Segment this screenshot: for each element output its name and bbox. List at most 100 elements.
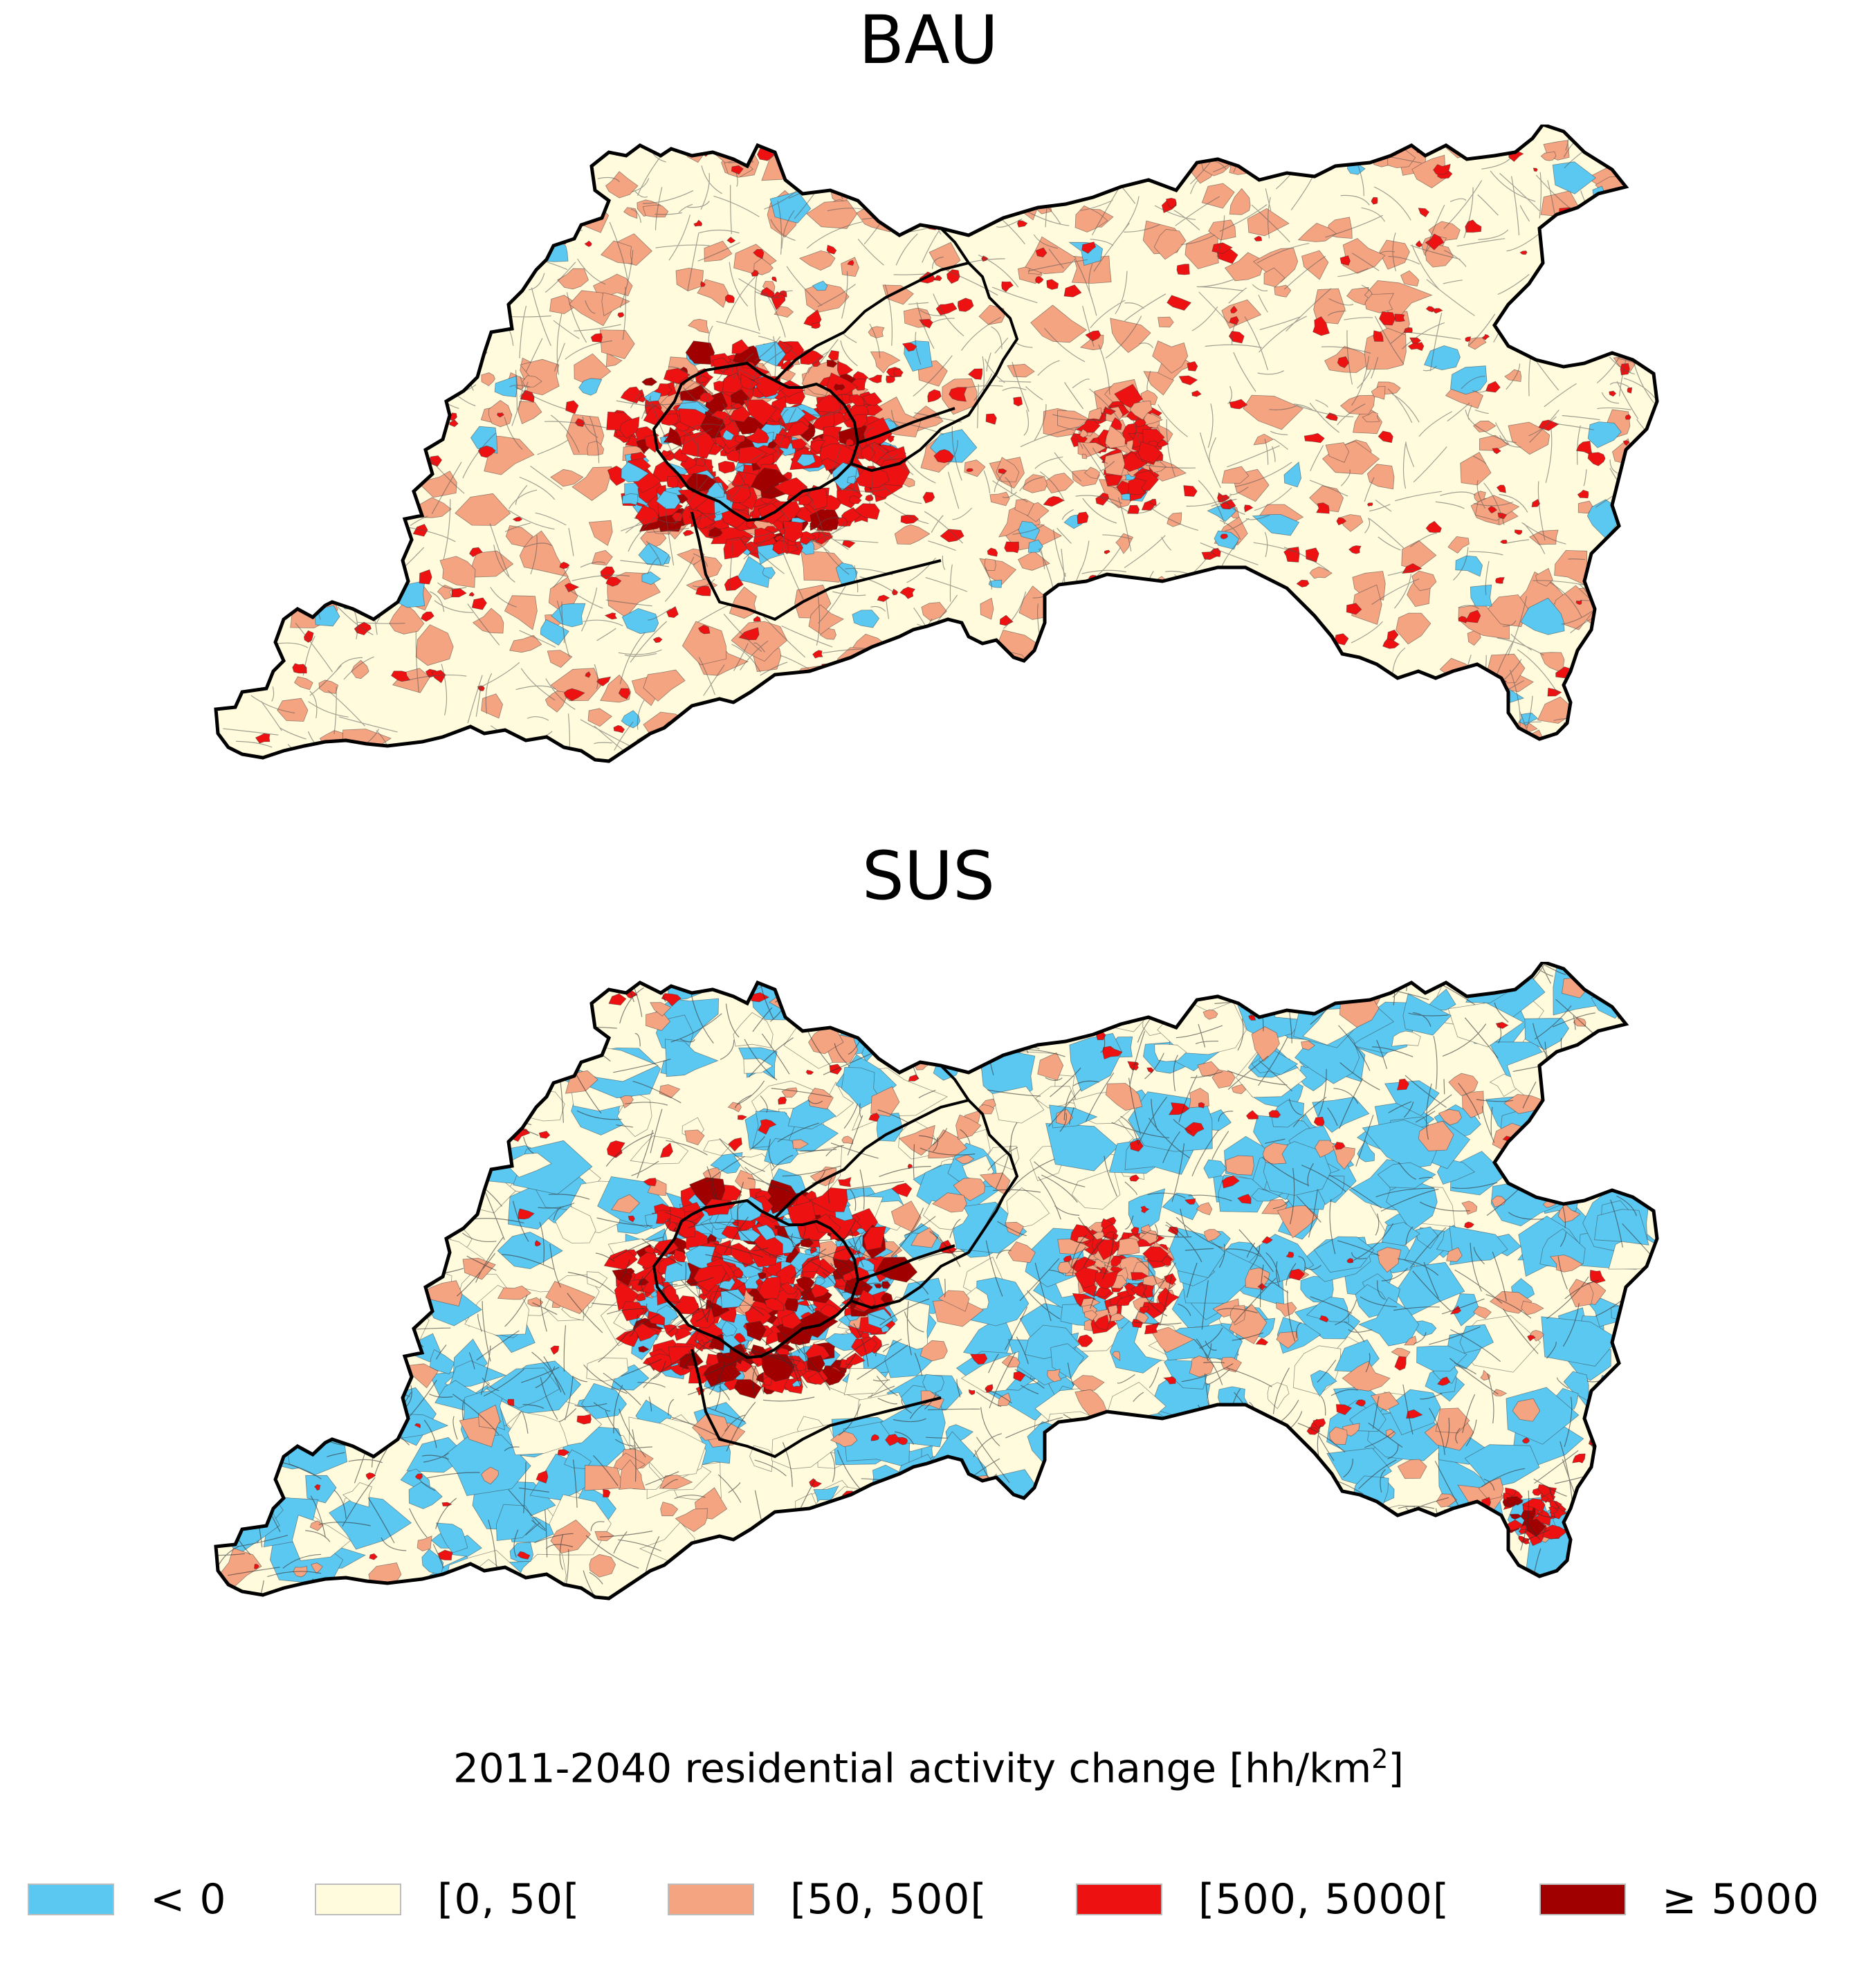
municipality-border [1413, 1012, 1431, 1027]
municipality-border [1620, 577, 1647, 588]
municipality-border [1544, 383, 1577, 408]
municipality-border [1607, 1463, 1626, 1509]
patch-50-500 [894, 524, 931, 545]
patch-region [259, 989, 311, 1028]
municipality-border [478, 662, 520, 688]
patch-500-5000 [600, 566, 615, 580]
municipality-border [446, 207, 466, 214]
municipality-border [291, 1387, 304, 1412]
municipality-border [670, 1013, 722, 1043]
municipality-border [1526, 695, 1533, 729]
municipality-border [991, 326, 1003, 349]
patch-50-500 [1344, 969, 1365, 987]
patch-50-500 [452, 248, 509, 284]
legend-item-500-5000: [500, 5000[ [1076, 1872, 1449, 1927]
municipality-border [619, 250, 634, 309]
municipality-border [681, 1335, 717, 1371]
municipality-border [1124, 293, 1167, 322]
patch-brussels [824, 1332, 859, 1351]
municipality-border [1549, 581, 1582, 618]
patch-50-500 [692, 1413, 729, 1441]
municipality-border [1499, 435, 1521, 448]
municipality-border [595, 1252, 615, 1262]
municipality-border [738, 369, 762, 385]
patch-50-500 [1202, 1009, 1218, 1020]
patch-50-500 [998, 1392, 1012, 1407]
municipality-border [1642, 1528, 1657, 1550]
patch-region [349, 965, 432, 1018]
municipality-border [540, 1297, 547, 1332]
patch-brussels [833, 383, 845, 391]
municipality-border [989, 648, 996, 700]
municipality-border [356, 240, 375, 255]
patch-50-500 [505, 525, 533, 547]
patch-500-5000 [739, 713, 748, 720]
patch-leuven [1139, 1306, 1150, 1314]
municipality-border [504, 1446, 520, 1452]
municipality-border [613, 1531, 628, 1554]
patch-500-5000 [497, 412, 504, 418]
municipality-border [1216, 1308, 1258, 1313]
municipality-border [420, 302, 481, 311]
patch-500-5000 [782, 731, 798, 745]
municipality-border [1405, 441, 1415, 468]
municipality-border [1558, 297, 1572, 323]
municipality-border [513, 1201, 529, 1242]
patch-50-500 [676, 548, 705, 565]
patch-negative [1455, 555, 1483, 577]
patch-500-5000 [1296, 579, 1310, 587]
patch-50-500 [331, 205, 351, 226]
municipality-border [434, 268, 443, 314]
patch-brussels [720, 1288, 745, 1308]
patch-region [1328, 1506, 1363, 1542]
municipality-border [1392, 1583, 1405, 1592]
patch-500-5000 [1542, 325, 1550, 331]
municipality-border [994, 169, 1002, 183]
municipality-border [247, 158, 252, 185]
municipality-border [794, 525, 847, 548]
patch-50-500 [1055, 711, 1094, 754]
patch-500-5000 [928, 1047, 945, 1060]
municipality-border [947, 439, 958, 466]
patch-50-500 [675, 1508, 708, 1532]
municipality-border [867, 1007, 886, 1019]
patch-50-500 [1032, 664, 1059, 682]
municipality-border [567, 713, 570, 761]
municipality-border [931, 318, 955, 324]
patch-500-5000 [1056, 1464, 1074, 1473]
municipality-border [457, 1252, 496, 1297]
municipality-border [1050, 133, 1059, 194]
municipality-border [1072, 379, 1090, 389]
municipality-border [1014, 1369, 1045, 1389]
municipality-border [229, 481, 240, 496]
municipality-border [1120, 1115, 1138, 1144]
patch-50-500 [1276, 1302, 1297, 1317]
municipality-border [237, 1446, 259, 1484]
patch-region [351, 1385, 398, 1422]
municipality-border [447, 325, 465, 375]
municipality-border [228, 216, 257, 237]
patch-brussels [734, 435, 746, 444]
patch-50-500 [519, 530, 569, 578]
municipality-border [1160, 536, 1172, 551]
municipality-border [1198, 291, 1230, 324]
municipality-border [1233, 751, 1267, 761]
municipality-border [1562, 1303, 1580, 1347]
patch-leuven [1095, 1270, 1119, 1290]
patch-50-500 [1326, 134, 1338, 145]
patch-region [1584, 1134, 1627, 1161]
patch-brussels [820, 457, 841, 471]
municipality-border [1076, 1551, 1123, 1587]
municipality-border [1521, 522, 1566, 545]
municipality-border [1111, 640, 1137, 648]
municipality-border [1253, 542, 1295, 552]
municipality-border [1387, 568, 1415, 576]
municipality-border [388, 382, 414, 395]
legend-item-50-500: [50, 500[ [668, 1872, 987, 1927]
municipality-border [832, 521, 846, 534]
patch-500-5000 [324, 412, 331, 417]
municipality-border [1634, 1425, 1643, 1480]
municipality-border [713, 195, 760, 217]
patch-500-5000 [1605, 1072, 1627, 1088]
patch-region [789, 972, 849, 1023]
